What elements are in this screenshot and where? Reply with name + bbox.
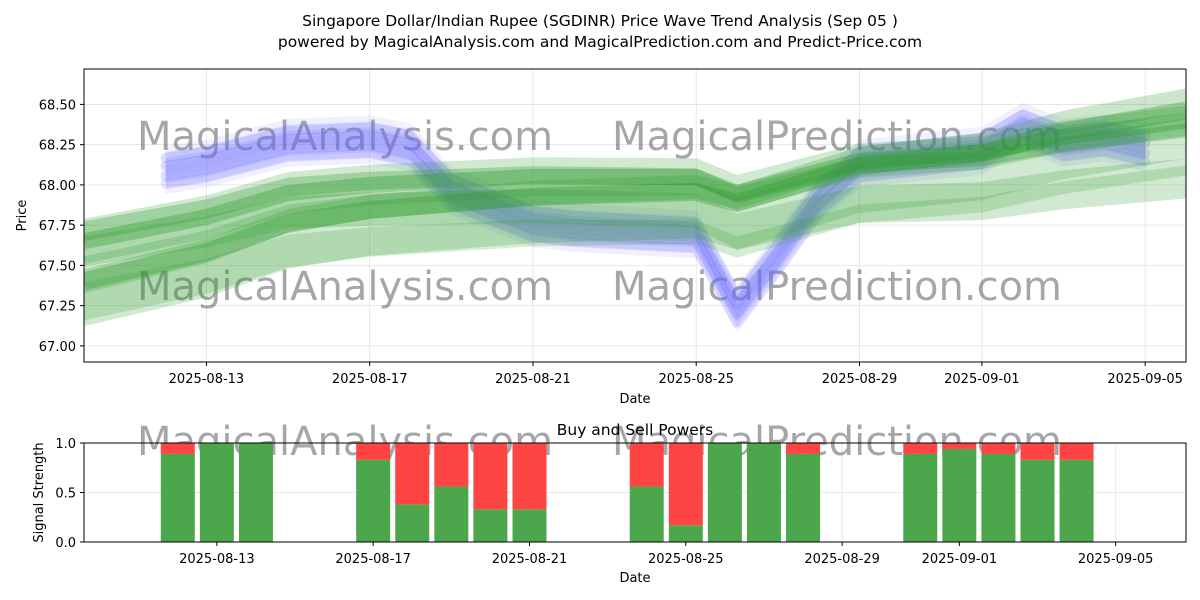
sell-bar bbox=[903, 443, 938, 454]
x-tick-label: 2025-09-05 bbox=[1107, 372, 1183, 387]
blue-wave-band bbox=[165, 102, 1146, 333]
sell-bar bbox=[395, 443, 430, 505]
buy-bar bbox=[238, 443, 273, 542]
green-trend-band bbox=[84, 123, 1186, 242]
sell-bar bbox=[512, 443, 547, 510]
x-tick-label: 2025-09-01 bbox=[944, 372, 1020, 387]
green-trend-band bbox=[84, 118, 1186, 327]
x-tick-label: 2025-09-05 bbox=[1078, 552, 1154, 567]
blue-wave-line bbox=[160, 109, 1151, 302]
x-tick-label: 2025-08-29 bbox=[822, 372, 898, 387]
chart-title-line2: powered by MagicalAnalysis.com and Magic… bbox=[278, 33, 922, 51]
green-trend-band bbox=[84, 105, 1186, 264]
buy-bar bbox=[160, 453, 195, 542]
y-tick-label: 67.00 bbox=[39, 340, 76, 355]
y-tick-label: 68.00 bbox=[39, 179, 76, 194]
sell-bar bbox=[1059, 443, 1094, 460]
green-trend-band bbox=[84, 158, 1186, 267]
x-tick-label: 2025-08-25 bbox=[648, 552, 724, 567]
x-tick-label: 2025-09-01 bbox=[922, 552, 998, 567]
buy-bar bbox=[668, 525, 703, 542]
buy-bar bbox=[473, 509, 508, 542]
buy-bar bbox=[942, 448, 977, 542]
buy-bar bbox=[981, 453, 1016, 542]
bottom-y-axis-label: Signal Strength bbox=[32, 442, 47, 542]
watermark-text: MagicalAnalysis.com bbox=[137, 264, 553, 310]
buy-bar bbox=[395, 504, 430, 542]
green-trend-band bbox=[84, 165, 1186, 321]
sell-bar bbox=[668, 443, 703, 526]
buy-bar bbox=[707, 443, 742, 542]
top-plot-frame bbox=[83, 68, 1187, 363]
top-y-axis-label: Price bbox=[15, 200, 30, 232]
blue-wave-line bbox=[160, 127, 1151, 320]
buy-sell-power-chart: MagicalAnalysis.com MagicalPrediction.com… bbox=[32, 419, 1187, 586]
sell-bar bbox=[942, 443, 977, 449]
bottom-x-axis-label: Date bbox=[619, 571, 650, 586]
watermark-text: MagicalAnalysis.com bbox=[137, 114, 553, 160]
bottom-chart-title: Buy and Sell Powers bbox=[557, 421, 714, 439]
buy-bar bbox=[434, 486, 469, 542]
watermark-text: MagicalPrediction.com bbox=[612, 264, 1062, 310]
y-tick-label: 67.75 bbox=[39, 219, 76, 234]
x-tick-label: 2025-08-25 bbox=[658, 372, 734, 387]
blue-wave-line bbox=[160, 135, 1151, 328]
sell-bar bbox=[160, 443, 195, 454]
buy-bar bbox=[786, 453, 821, 542]
sell-bar bbox=[1020, 443, 1055, 460]
chart-title-line1: Singapore Dollar/Indian Rupee (SGDINR) P… bbox=[302, 12, 898, 30]
blue-wave-band bbox=[165, 114, 1146, 322]
x-tick-label: 2025-08-21 bbox=[492, 552, 568, 567]
y-tick-label: 1.0 bbox=[55, 437, 76, 452]
sell-bar bbox=[981, 443, 1016, 454]
sell-bar bbox=[356, 443, 391, 460]
sell-bar bbox=[473, 443, 508, 510]
price-wave-chart: MagicalAnalysis.com MagicalPrediction.com… bbox=[15, 68, 1187, 407]
green-trend-band bbox=[84, 88, 1186, 294]
y-tick-label: 0.5 bbox=[55, 487, 76, 502]
x-tick-label: 2025-08-21 bbox=[495, 372, 571, 387]
top-x-axis-label: Date bbox=[619, 392, 650, 407]
buy-bar bbox=[746, 443, 781, 542]
buy-bar bbox=[629, 486, 664, 542]
blue-wave-line bbox=[160, 117, 1151, 310]
green-trend-line bbox=[84, 101, 1186, 291]
x-tick-label: 2025-08-13 bbox=[169, 372, 245, 387]
x-tick-label: 2025-08-17 bbox=[335, 552, 411, 567]
buy-bar bbox=[903, 453, 938, 542]
x-tick-label: 2025-08-29 bbox=[804, 552, 880, 567]
buy-bar bbox=[1020, 459, 1055, 542]
buy-bar bbox=[1059, 459, 1094, 542]
watermark-text: MagicalPrediction.com bbox=[612, 114, 1062, 160]
green-trend-line bbox=[84, 112, 1186, 250]
y-tick-label: 68.50 bbox=[39, 98, 76, 113]
wave-area bbox=[84, 88, 1186, 333]
y-tick-label: 67.50 bbox=[39, 259, 76, 274]
blue-wave-band bbox=[165, 108, 1146, 327]
buy-bar bbox=[512, 509, 547, 542]
sell-bar bbox=[786, 443, 821, 454]
x-tick-label: 2025-08-17 bbox=[332, 372, 408, 387]
buy-bar bbox=[356, 459, 391, 542]
y-tick-label: 0.0 bbox=[55, 536, 76, 551]
x-tick-label: 2025-08-13 bbox=[179, 552, 255, 567]
buy-bar bbox=[199, 443, 234, 542]
blue-wave-band bbox=[165, 120, 1146, 317]
sell-bar bbox=[434, 443, 469, 487]
y-tick-label: 67.25 bbox=[39, 300, 76, 315]
sell-bar bbox=[629, 443, 664, 487]
y-tick-label: 68.25 bbox=[39, 139, 76, 154]
